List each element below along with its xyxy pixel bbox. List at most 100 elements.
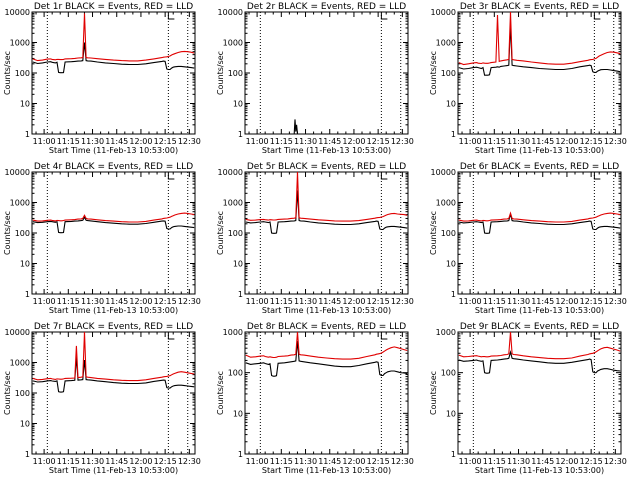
y-tick-label: 10000 <box>431 8 456 17</box>
panel-8: Det 8r BLACK = Events, RED = LLD 1 10 100 10… <box>216 322 414 475</box>
x-tick-label: 12:30 <box>604 137 627 146</box>
x-tick-label: 12:00 <box>555 457 578 466</box>
x-tick-label: 12:30 <box>178 297 201 306</box>
y-tick-label: 1000 <box>436 199 456 208</box>
panel-7: Det 7r BLACK = Events, RED = LLD 1 10 100 10… <box>3 322 201 475</box>
x-tick-label: 11:00 <box>246 457 269 466</box>
y-tick-label: 1000 <box>223 199 243 208</box>
interval-bracket <box>167 13 175 20</box>
x-tick-label: 11:15 <box>483 137 506 146</box>
panel-2: Det 2r BLACK = Events, RED = LLD 1 10 100 10… <box>216 2 414 155</box>
x-tick-label: 11:00 <box>33 137 56 146</box>
x-tick-label: 11:30 <box>81 457 104 466</box>
x-tick-label: 12:00 <box>342 297 365 306</box>
series-lld-line <box>458 11 621 66</box>
x-tick-label: 11:45 <box>318 297 341 306</box>
y-axis-label: Counts/sec <box>3 371 12 415</box>
y-tick-label: 10 <box>20 260 30 269</box>
x-axis-label: Start Time (11-Feb-13 10:53:00) <box>49 306 178 315</box>
x-tick-label: 11:45 <box>531 457 554 466</box>
y-tick-label: 10 <box>20 420 30 429</box>
y-axis-label: Counts/sec <box>216 51 225 95</box>
y-tick-label: 1000 <box>436 328 456 337</box>
y-tick-label: 1 <box>25 290 30 299</box>
x-tick-label: 11:00 <box>246 297 269 306</box>
x-tick-label: 11:45 <box>105 457 128 466</box>
x-tick-label: 11:00 <box>33 297 56 306</box>
x-tick-label: 12:30 <box>178 457 201 466</box>
y-tick-label: 1 <box>238 450 243 459</box>
axis-frame <box>244 11 409 135</box>
interval-bracket <box>593 333 601 340</box>
axis-frame <box>31 171 196 295</box>
series-events-line <box>245 340 408 377</box>
interval-bracket <box>167 333 175 340</box>
x-tick-label: 11:30 <box>507 297 530 306</box>
series-events-line <box>32 357 195 393</box>
panel-title: Det 3r BLACK = Events, RED = LLD <box>460 2 619 12</box>
x-tick-label: 12:15 <box>367 297 390 306</box>
axis-frame <box>457 171 622 295</box>
x-tick-label: 12:15 <box>367 457 390 466</box>
x-tick-label: 12:00 <box>129 297 152 306</box>
x-tick-label: 12:15 <box>580 137 603 146</box>
interval-bracket <box>380 13 388 20</box>
x-tick-label: 12:30 <box>391 457 414 466</box>
x-tick-label: 11:45 <box>531 137 554 146</box>
axis-frame <box>31 331 196 455</box>
x-axis-label: Start Time (11-Feb-13 10:53:00) <box>49 146 178 155</box>
series-events-line <box>245 190 408 234</box>
y-tick-label: 1000 <box>223 328 243 337</box>
series-events-line <box>293 119 299 135</box>
y-tick-label: 10000 <box>5 8 30 17</box>
x-tick-label: 12:00 <box>555 297 578 306</box>
x-tick-label: 11:45 <box>318 137 341 146</box>
y-tick-label: 10000 <box>218 8 243 17</box>
y-tick-label: 1000 <box>10 199 30 208</box>
x-tick-label: 12:15 <box>367 137 390 146</box>
x-axis-label: Start Time (11-Feb-13 10:53:00) <box>262 306 391 315</box>
x-tick-label: 11:15 <box>57 137 80 146</box>
x-tick-label: 11:15 <box>483 457 506 466</box>
x-axis-label: Start Time (11-Feb-13 10:53:00) <box>49 466 178 475</box>
x-tick-label: 12:15 <box>154 297 177 306</box>
series-lld-line <box>32 331 195 382</box>
y-tick-label: 10000 <box>218 168 243 177</box>
y-tick-label: 100 <box>228 369 243 378</box>
series-lld-line <box>32 13 195 62</box>
y-tick-label: 1000 <box>10 39 30 48</box>
y-tick-label: 10 <box>446 409 456 418</box>
series-events-line <box>32 42 195 74</box>
x-tick-label: 11:15 <box>270 457 293 466</box>
panel-6: Det 6r BLACK = Events, RED = LLD 1 10 100 10… <box>429 162 627 315</box>
x-tick-label: 12:30 <box>391 297 414 306</box>
x-tick-label: 12:30 <box>391 137 414 146</box>
series-events-line <box>458 24 621 76</box>
y-tick-label: 10 <box>233 409 243 418</box>
panel-4: Det 4r BLACK = Events, RED = LLD 1 10 100 10… <box>3 162 201 315</box>
axis-frame <box>457 11 622 135</box>
axis-frame <box>244 331 409 455</box>
x-axis-label: Start Time (11-Feb-13 10:53:00) <box>475 146 604 155</box>
x-tick-label: 12:30 <box>604 457 627 466</box>
y-tick-label: 1000 <box>223 39 243 48</box>
y-tick-label: 1 <box>25 130 30 139</box>
interval-bracket <box>167 173 175 180</box>
y-tick-label: 100 <box>228 229 243 238</box>
y-axis-label: Counts/sec <box>3 51 12 95</box>
panel-title: Det 9r BLACK = Events, RED = LLD <box>460 322 619 332</box>
y-tick-label: 10 <box>233 100 243 109</box>
series-lld-line <box>245 171 408 222</box>
x-tick-label: 11:00 <box>459 137 482 146</box>
y-tick-label: 100 <box>228 69 243 78</box>
y-tick-label: 100 <box>441 229 456 238</box>
panel-title: Det 2r BLACK = Events, RED = LLD <box>247 2 406 12</box>
x-tick-label: 11:00 <box>246 137 269 146</box>
panel-title: Det 7r BLACK = Events, RED = LLD <box>34 322 193 332</box>
series-lld-line <box>32 212 195 223</box>
series-lld-line <box>458 331 621 360</box>
x-tick-label: 12:00 <box>342 137 365 146</box>
panel-1: Det 1r BLACK = Events, RED = LLD 1 10 100 10… <box>3 2 201 155</box>
y-tick-label: 1 <box>451 130 456 139</box>
